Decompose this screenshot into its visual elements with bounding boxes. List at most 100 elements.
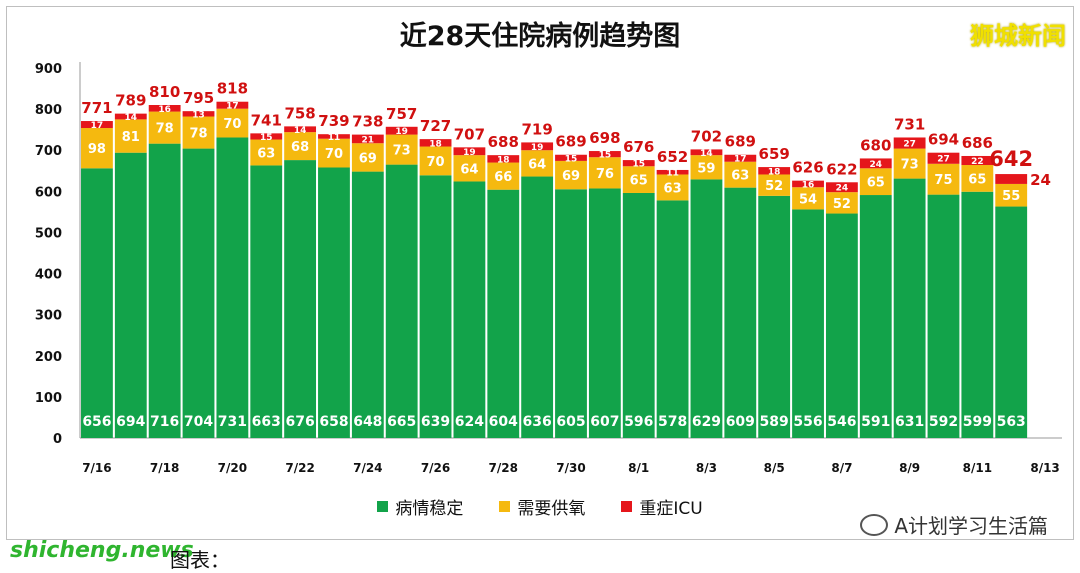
bar-icu-7/22 <box>284 126 317 133</box>
bar-icu-8/4 <box>724 154 757 162</box>
data-label-stable-8/4: 609 <box>726 414 755 430</box>
bar-stable-7/21 <box>250 165 283 438</box>
data-label-total-7/23: 739 <box>318 112 349 130</box>
data-label-stable-7/23: 658 <box>319 414 348 430</box>
bar-oxygen-8/4 <box>724 161 757 188</box>
bar-icu-7/31 <box>588 151 621 158</box>
caption-text: 图表： <box>170 548 230 572</box>
bar-icu-8/8 <box>859 158 892 169</box>
data-label-stable-8/7: 546 <box>827 414 856 430</box>
bar-icu-7/16 <box>81 121 113 129</box>
bar-oxygen-8/5 <box>758 174 791 196</box>
data-label-icu-7/25: 19 <box>395 127 408 137</box>
data-label-oxygen-7/17: 81 <box>122 130 140 145</box>
y-tick-label-0: 0 <box>53 432 62 447</box>
bar-stable-8/3 <box>690 179 723 438</box>
bar-icu-7/18 <box>148 105 181 112</box>
bar-icu-7/28 <box>487 155 520 163</box>
data-label-icu-8/2: 11 <box>666 169 679 179</box>
y-tick-label-900: 900 <box>35 62 62 77</box>
x-tick-label-8/9: 8/9 <box>899 461 920 475</box>
bar-icu-7/29 <box>521 142 554 151</box>
bar-icu-7/17 <box>114 113 147 120</box>
site-watermark: shicheng.news <box>10 538 194 563</box>
bar-oxygen-7/28 <box>487 162 520 190</box>
bar-oxygen-8/3 <box>690 155 723 180</box>
bar-oxygen-7/23 <box>318 138 350 168</box>
data-label-oxygen-7/28: 66 <box>494 170 512 185</box>
x-tick-label-7/26: 7/26 <box>421 461 450 475</box>
data-label-oxygen-8/1: 65 <box>630 174 648 189</box>
bar-icu-7/19 <box>182 111 215 117</box>
bar-stable-8/10 <box>927 194 960 438</box>
data-label-total-8/2: 652 <box>657 148 688 166</box>
bar-stable-8/11 <box>961 191 994 438</box>
bar-icu-8/9 <box>893 137 926 149</box>
data-label-icu-7/16: 17 <box>91 121 104 131</box>
chart-title: 近28天住院病例趋势图 <box>399 21 681 52</box>
data-label-oxygen-7/27: 64 <box>460 162 478 177</box>
bar-stable-7/19 <box>182 148 215 439</box>
data-label-icu-7/27: 19 <box>463 148 476 158</box>
bar-stable-7/26 <box>419 175 452 439</box>
data-label-stable-7/19: 704 <box>184 414 213 430</box>
x-tick-label-7/16: 7/16 <box>82 461 111 475</box>
bar-stable-8/2 <box>656 200 689 438</box>
data-label-stable-7/25: 665 <box>387 414 416 430</box>
data-label-total-8/12: 642 <box>989 147 1033 171</box>
data-label-icu-7/30: 15 <box>565 154 578 164</box>
bar-oxygen-7/19 <box>182 116 215 149</box>
data-label-total-8/1: 676 <box>623 138 654 156</box>
bar-oxygen-8/7 <box>825 192 858 214</box>
data-label-oxygen-7/21: 63 <box>257 146 275 161</box>
data-label-stable-8/10: 592 <box>929 414 958 430</box>
bar-stable-7/18 <box>148 143 181 438</box>
data-label-total-7/26: 727 <box>420 117 451 135</box>
data-label-total-7/25: 757 <box>386 105 417 123</box>
data-label-stable-7/18: 716 <box>150 414 179 430</box>
bar-icu-8/10 <box>927 152 960 164</box>
y-tick-label-800: 800 <box>35 103 62 118</box>
data-label-total-8/9: 731 <box>894 115 925 133</box>
data-label-total-7/22: 758 <box>284 104 315 122</box>
bar-oxygen-7/17 <box>114 119 147 153</box>
x-tick-label-8/3: 8/3 <box>696 461 717 475</box>
data-label-oxygen-8/9: 73 <box>901 158 919 173</box>
bar-oxygen-7/18 <box>148 111 181 144</box>
data-label-stable-7/28: 604 <box>489 414 518 430</box>
x-tick-label-7/24: 7/24 <box>353 461 382 475</box>
chart-legend: 病情稳定 需要供氧 重症ICU <box>0 494 900 519</box>
data-label-icu-7/17: 14 <box>125 113 138 123</box>
x-tick-label-7/18: 7/18 <box>150 461 179 475</box>
data-label-icu-8/7: 24 <box>836 184 849 194</box>
bar-icu-7/24 <box>351 134 384 144</box>
bar-oxygen-7/26 <box>419 146 452 176</box>
data-label-total-7/29: 719 <box>521 120 552 138</box>
data-label-total-7/17: 789 <box>115 92 146 110</box>
bar-stable-7/24 <box>351 171 384 438</box>
data-label-stable-7/21: 663 <box>252 414 281 430</box>
data-label-icu-8/12: 24 <box>1030 171 1051 189</box>
legend-label-stable: 病情稳定 <box>395 499 464 519</box>
data-label-oxygen-7/26: 70 <box>427 155 445 170</box>
data-label-oxygen-8/5: 52 <box>765 179 783 194</box>
bar-icu-7/20 <box>216 101 249 109</box>
bar-icu-8/7 <box>825 182 858 193</box>
bar-oxygen-8/9 <box>893 148 926 179</box>
data-label-total-8/6: 626 <box>792 159 823 177</box>
data-label-total-8/7: 622 <box>826 160 857 178</box>
bar-stable-7/31 <box>588 188 621 438</box>
y-tick-label-100: 100 <box>35 391 62 406</box>
bar-icu-7/27 <box>453 147 486 156</box>
x-tick-label-8/5: 8/5 <box>764 461 785 475</box>
y-tick-label-500: 500 <box>35 226 62 241</box>
bar-stable-8/12 <box>995 206 1028 438</box>
data-label-stable-8/3: 629 <box>692 414 721 430</box>
data-label-total-7/24: 738 <box>352 113 383 131</box>
bar-stable-8/1 <box>622 192 655 438</box>
bar-oxygen-7/27 <box>453 155 486 182</box>
bar-oxygen-8/11 <box>961 165 994 192</box>
bar-stable-8/6 <box>792 209 824 438</box>
legend-swatch-oxygen <box>499 501 511 512</box>
bar-oxygen-7/21 <box>250 139 283 166</box>
